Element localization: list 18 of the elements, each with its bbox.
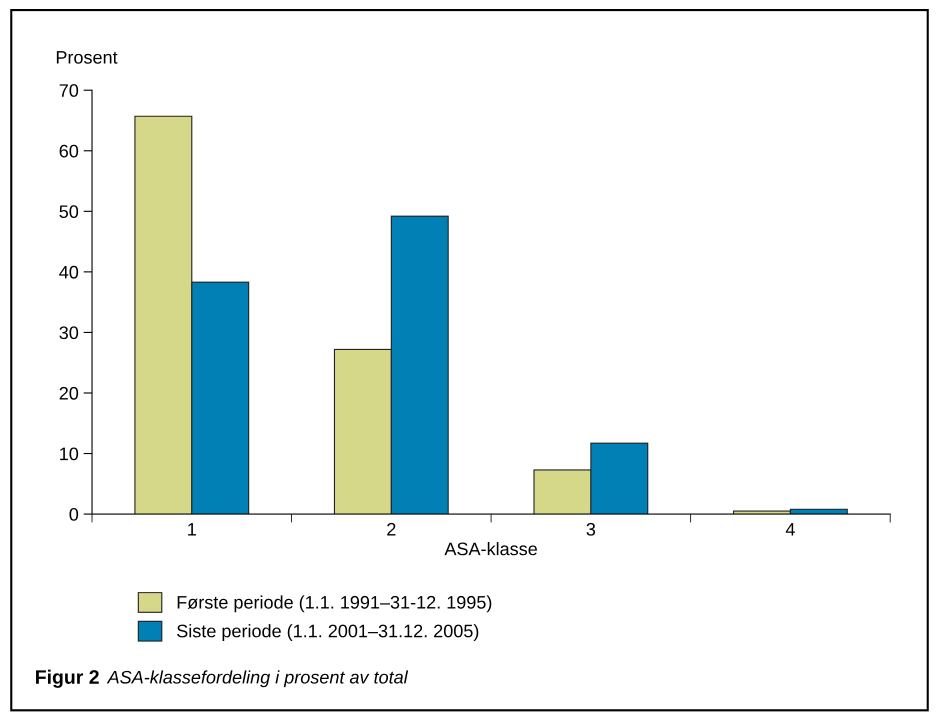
- y-tick-label: 30: [59, 326, 78, 340]
- legend-label: Siste periode (1.1. 2001–31.12. 2005): [177, 624, 478, 641]
- y-tick-label: 70: [60, 84, 78, 97]
- x-tick-label: 1: [188, 523, 196, 536]
- y-tick-label: 20: [60, 386, 78, 400]
- y-tick-label: 10: [60, 447, 78, 460]
- legend-label: Første periode (1.1. 1991–31-12. 1995): [178, 595, 492, 612]
- x-tick-label: 2: [387, 522, 396, 536]
- y-tick-label: 0: [69, 508, 78, 521]
- x-tick-label: 3: [586, 522, 596, 536]
- x-tick-label: 4: [786, 523, 795, 536]
- y-axis-title: Prosent: [56, 51, 118, 64]
- y-tick-label: 60: [60, 144, 78, 158]
- y-tick-label: 50: [59, 205, 78, 218]
- text: Figur 2: [36, 670, 99, 688]
- y-tick-label: 40: [59, 266, 78, 279]
- text: ASA-klassefordeling i prosent av total: [106, 670, 408, 688]
- x-axis-title: ASA-klasse: [444, 542, 537, 556]
